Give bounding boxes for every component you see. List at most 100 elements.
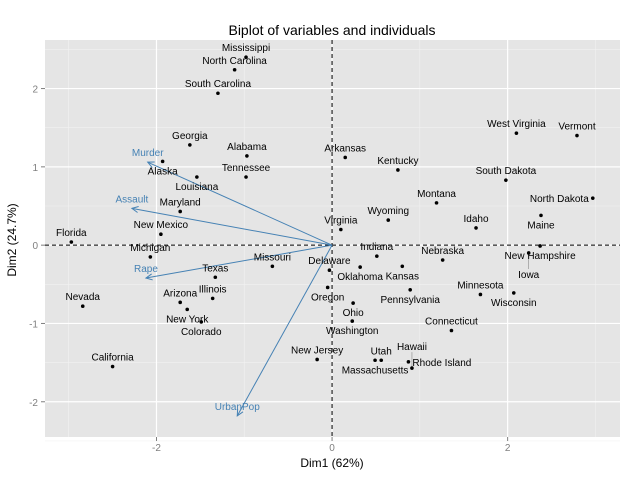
y-axis-title: Dim2 (24.7%) xyxy=(5,203,19,276)
individual-point xyxy=(449,328,454,333)
individual-point xyxy=(375,254,379,258)
variable-label: Rape xyxy=(134,264,158,275)
individual-label: Pennsylvania xyxy=(380,295,440,306)
individual-point xyxy=(327,268,332,273)
individual-label: Georgia xyxy=(172,131,208,142)
individual-point xyxy=(199,320,204,324)
individual-label: Arizona xyxy=(163,288,197,299)
x-axis-title: Dim1 (62%) xyxy=(300,456,363,470)
individual-label: Virginia xyxy=(324,215,358,226)
y-tick-label: 2 xyxy=(32,85,38,96)
individual-label: Tennessee xyxy=(222,163,271,174)
x-tick-label: 2 xyxy=(505,443,511,454)
individual-point xyxy=(379,358,384,363)
individual-label: Hawaii xyxy=(397,342,427,353)
individual-point xyxy=(188,143,192,147)
variable-arrow xyxy=(145,244,333,279)
individual-label: Missouri xyxy=(254,252,291,263)
y-tick-label: -2 xyxy=(29,398,38,409)
individual-point xyxy=(373,358,377,363)
individual-label: Illinois xyxy=(199,284,227,295)
individual-point xyxy=(396,168,400,172)
individual-point xyxy=(69,240,74,244)
individual-point xyxy=(514,131,519,135)
arrow-head-icon xyxy=(144,273,153,281)
individual-point xyxy=(511,291,516,295)
y-tick-label: 0 xyxy=(32,241,38,252)
individual-point xyxy=(406,360,411,364)
individual-point xyxy=(339,227,343,232)
individual-label: New Mexico xyxy=(134,220,189,231)
individual-label: Nevada xyxy=(66,292,101,303)
variable-arrows xyxy=(130,161,333,417)
individual-label: New York xyxy=(166,314,209,325)
individual-label: New Jersey xyxy=(291,345,343,356)
individual-point xyxy=(148,255,153,259)
individual-point xyxy=(185,307,190,312)
variable-arrow xyxy=(131,207,333,246)
individual-point xyxy=(325,285,330,290)
arrow-head-icon xyxy=(146,161,155,168)
individual-point xyxy=(440,258,445,262)
individual-label: Nebraska xyxy=(421,246,464,257)
individual-point xyxy=(210,296,215,301)
individual-label: Delaware xyxy=(308,256,351,267)
individual-label: Maine xyxy=(527,220,555,231)
individual-label: Indiana xyxy=(360,242,393,253)
individual-label: Mississippi xyxy=(222,43,270,54)
individual-label: Massachusetts xyxy=(342,365,409,376)
individual-point xyxy=(434,201,439,205)
individual-point xyxy=(159,232,163,236)
individual-label: California xyxy=(91,353,134,364)
individual-label: Texas xyxy=(202,263,228,274)
individual-point xyxy=(195,175,199,179)
individual-points xyxy=(69,55,595,370)
individual-point xyxy=(343,155,348,160)
individual-point xyxy=(410,366,414,370)
individual-point xyxy=(160,159,165,164)
individual-label: Connecticut xyxy=(425,317,478,328)
variable-label: Assault xyxy=(116,194,149,205)
individual-point xyxy=(478,292,483,297)
individual-point xyxy=(351,301,355,305)
individual-label: Rhode Island xyxy=(412,358,471,369)
individual-point xyxy=(270,264,275,269)
y-tick-label: 1 xyxy=(32,163,38,174)
arrow-head-icon xyxy=(130,206,139,213)
individual-point xyxy=(244,175,248,179)
individual-label: Alaska xyxy=(148,166,178,177)
individual-point xyxy=(80,304,85,309)
y-tick-label: -1 xyxy=(29,319,38,330)
individual-label: New Hampshire xyxy=(505,251,577,262)
individual-point xyxy=(408,287,412,292)
individual-point xyxy=(315,357,319,362)
individual-point xyxy=(538,244,542,248)
individual-point xyxy=(216,91,220,96)
label-leader-lines xyxy=(411,252,530,369)
individual-label: South Dakota xyxy=(476,166,537,177)
x-tick-label: -2 xyxy=(152,443,161,454)
individual-label: Washington xyxy=(326,326,378,337)
individual-label: Idaho xyxy=(464,214,489,225)
individual-label: Kentucky xyxy=(377,156,418,167)
individual-point xyxy=(386,218,391,222)
individual-point xyxy=(575,133,579,138)
individual-point xyxy=(474,226,478,230)
chart-title: Biplot of variables and individuals xyxy=(228,22,435,38)
individual-label: Alabama xyxy=(227,142,267,153)
point-labels: Murder Assault Rape UrbanPop Mississippi Nort… xyxy=(56,43,596,413)
individual-label: Florida xyxy=(56,228,87,239)
individual-label: Michigan xyxy=(130,243,170,254)
individual-point xyxy=(358,265,362,269)
x-tick-label: 0 xyxy=(329,443,335,454)
individual-point xyxy=(110,364,115,369)
individual-label: Iowa xyxy=(518,270,540,281)
individual-point xyxy=(526,251,531,255)
variable-arrow xyxy=(147,161,333,246)
individual-point xyxy=(178,300,182,305)
individual-label: Oklahoma xyxy=(337,272,383,283)
individual-label: Montana xyxy=(417,189,456,200)
individual-point xyxy=(400,264,405,269)
individual-label: Vermont xyxy=(558,122,595,133)
individual-label: Louisiana xyxy=(175,182,218,193)
